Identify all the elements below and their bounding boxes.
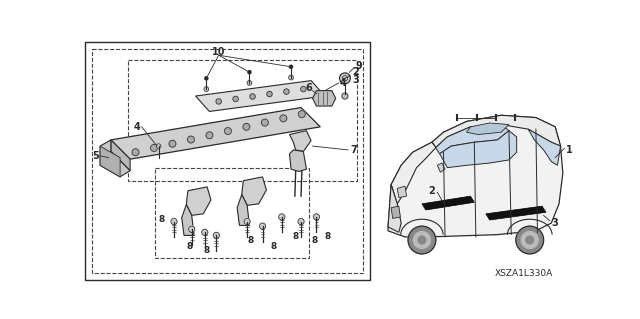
Circle shape <box>202 229 208 235</box>
Circle shape <box>279 214 285 220</box>
Text: 3: 3 <box>552 218 559 228</box>
Circle shape <box>261 119 268 126</box>
Polygon shape <box>111 140 130 171</box>
Polygon shape <box>196 81 325 111</box>
Circle shape <box>289 75 293 80</box>
Polygon shape <box>242 177 266 205</box>
Circle shape <box>233 96 238 102</box>
Polygon shape <box>440 131 516 168</box>
Circle shape <box>521 232 538 249</box>
Polygon shape <box>111 108 320 159</box>
Polygon shape <box>432 115 561 148</box>
Polygon shape <box>432 124 509 154</box>
Polygon shape <box>391 142 436 204</box>
Circle shape <box>408 226 436 254</box>
Circle shape <box>171 219 177 225</box>
Text: 8: 8 <box>325 233 331 241</box>
Text: 10: 10 <box>212 47 225 57</box>
Text: 9: 9 <box>355 61 362 71</box>
Text: 5: 5 <box>92 151 99 161</box>
Polygon shape <box>186 187 211 215</box>
Polygon shape <box>237 195 250 226</box>
Circle shape <box>298 219 304 225</box>
Circle shape <box>259 223 266 229</box>
Polygon shape <box>388 115 563 237</box>
Text: 8: 8 <box>292 233 299 241</box>
Text: 7: 7 <box>350 145 356 155</box>
Circle shape <box>280 115 287 122</box>
Circle shape <box>526 236 534 244</box>
Polygon shape <box>100 146 120 177</box>
Text: 1: 1 <box>566 145 572 155</box>
Circle shape <box>156 144 161 148</box>
Circle shape <box>225 128 232 135</box>
Circle shape <box>188 136 195 143</box>
Circle shape <box>314 214 319 220</box>
Polygon shape <box>486 206 546 220</box>
Polygon shape <box>467 123 509 135</box>
Polygon shape <box>312 91 336 106</box>
Circle shape <box>216 99 221 104</box>
Circle shape <box>206 132 213 139</box>
Circle shape <box>244 219 250 225</box>
Circle shape <box>301 86 306 92</box>
Text: 4: 4 <box>134 122 140 132</box>
Text: 8: 8 <box>271 242 277 251</box>
Circle shape <box>132 149 139 156</box>
Circle shape <box>342 93 348 99</box>
Circle shape <box>289 65 292 68</box>
Polygon shape <box>100 140 130 177</box>
Circle shape <box>243 123 250 130</box>
Text: 8: 8 <box>159 215 165 224</box>
Circle shape <box>213 232 220 239</box>
Circle shape <box>169 140 176 147</box>
Polygon shape <box>388 185 401 232</box>
Circle shape <box>516 226 543 254</box>
Polygon shape <box>528 129 561 165</box>
Circle shape <box>413 232 431 249</box>
Polygon shape <box>391 206 401 219</box>
Circle shape <box>189 226 195 232</box>
Text: 8: 8 <box>312 235 318 245</box>
Circle shape <box>248 70 251 74</box>
Circle shape <box>205 77 208 80</box>
Polygon shape <box>397 186 406 198</box>
Circle shape <box>150 145 157 152</box>
Circle shape <box>204 87 209 92</box>
Polygon shape <box>182 204 194 235</box>
Circle shape <box>267 91 272 97</box>
Text: 8: 8 <box>186 242 193 251</box>
Polygon shape <box>422 196 474 210</box>
Polygon shape <box>289 150 307 172</box>
Text: 8: 8 <box>204 246 209 255</box>
Text: 8: 8 <box>248 235 254 245</box>
Polygon shape <box>437 163 445 172</box>
Text: 2: 2 <box>353 67 359 77</box>
Text: 6: 6 <box>305 83 312 93</box>
Circle shape <box>284 89 289 94</box>
Circle shape <box>340 73 350 84</box>
Circle shape <box>247 81 252 85</box>
Text: 2: 2 <box>429 186 435 196</box>
Circle shape <box>418 236 426 244</box>
Text: XSZA1L330A: XSZA1L330A <box>495 269 554 278</box>
Text: 3: 3 <box>353 75 359 85</box>
Circle shape <box>298 111 305 118</box>
Circle shape <box>250 94 255 99</box>
Text: 4: 4 <box>340 78 347 88</box>
Polygon shape <box>289 131 311 152</box>
